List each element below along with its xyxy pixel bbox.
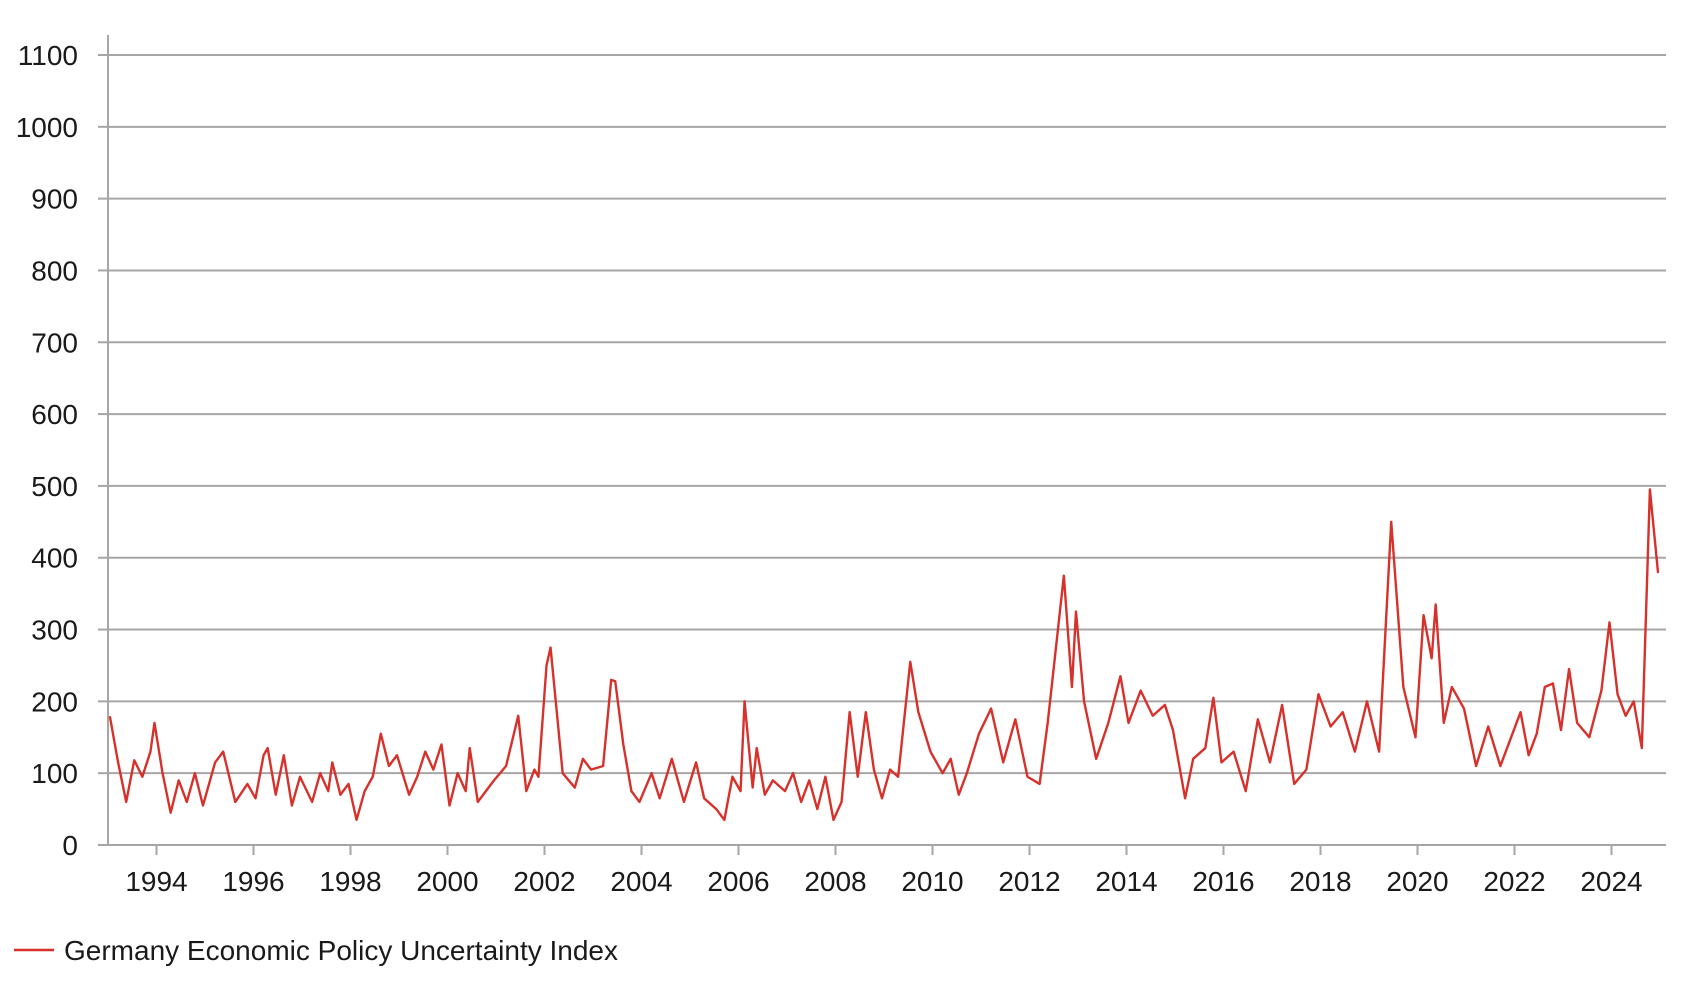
x-tick-label: 2000 [416,866,478,897]
legend: Germany Economic Policy Uncertainty Inde… [14,935,618,966]
y-tick-label: 800 [31,255,78,286]
y-tick-label: 100 [31,758,78,789]
y-tick-label: 300 [31,615,78,646]
x-tick-label: 1996 [222,866,284,897]
y-tick-label: 1000 [16,112,78,143]
x-tick-label: 2010 [901,866,963,897]
gridlines [98,54,1666,846]
x-tick-label: 2008 [804,866,866,897]
y-tick-label: 1100 [18,40,78,71]
series-line-0 [108,488,1660,822]
x-tick-label: 2022 [1483,866,1545,897]
x-tick-label: 2020 [1386,866,1448,897]
x-tick-label: 2002 [513,866,575,897]
y-tick-labels: 0 100 200 300 400 500 600 700 800 900 1000 1100 [16,40,78,861]
x-tick-label: 2024 [1580,866,1642,897]
x-tick-label: 1998 [319,866,381,897]
x-tick-label: 2004 [610,866,672,897]
y-tick-label: 700 [31,327,78,358]
x-tick-label: 2006 [707,866,769,897]
x-tick-label: 2012 [998,866,1060,897]
y-tick-label: 500 [31,471,78,502]
y-tick-label: 600 [31,399,78,430]
y-tick-label: 0 [62,830,78,861]
y-tick-label: 400 [31,543,78,574]
x-tick-labels: 1994 1996 1998 2000 2002 2004 2006 2008 2010 2012… [125,845,1643,897]
y-tick-label: 900 [31,184,78,215]
series-layer [108,488,1660,822]
x-tick-label: 2016 [1192,866,1254,897]
y-tick-label: 200 [31,686,78,717]
x-tick-label: 1994 [125,866,187,897]
x-tick-label: 2018 [1289,866,1351,897]
x-tick-label: 2014 [1095,866,1157,897]
legend-label: Germany Economic Policy Uncertainty Inde… [64,935,618,966]
axes [107,35,1666,846]
